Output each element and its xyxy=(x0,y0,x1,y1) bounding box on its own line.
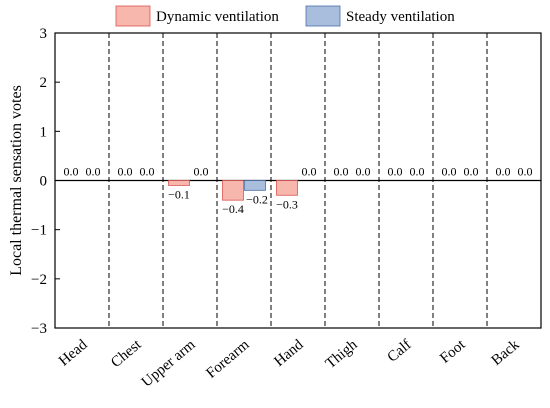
y-axis: 3 2 1 0 −1 −2 −3 xyxy=(31,26,60,337)
data-label: 0.0 xyxy=(334,165,349,179)
x-tick-label: Forearm xyxy=(203,337,252,382)
x-tick-label: Back xyxy=(489,336,523,368)
x-tick-label: Upper arm xyxy=(139,337,199,391)
y-tick-label: 2 xyxy=(40,75,48,91)
data-label: 0.0 xyxy=(86,165,101,179)
data-label: −0.2 xyxy=(246,192,268,206)
legend: Dynamic ventilation Steady ventilation xyxy=(115,5,455,27)
legend-swatch-dynamic xyxy=(115,5,151,27)
bar-dynamic xyxy=(168,180,190,186)
data-label: 0.0 xyxy=(496,165,511,179)
data-label: 0.0 xyxy=(118,165,133,179)
data-label: 0.0 xyxy=(64,165,79,179)
y-tick-label: 0 xyxy=(40,174,48,190)
data-label: −0.3 xyxy=(276,197,298,211)
y-tick-label: 1 xyxy=(40,124,48,140)
y-axis-label: Local thermal sensation votes xyxy=(8,85,25,276)
data-label: 0.0 xyxy=(194,165,209,179)
bar-dynamic xyxy=(222,180,244,201)
y-tick-label: 3 xyxy=(40,26,48,42)
data-label: 0.0 xyxy=(140,165,155,179)
legend-label: Steady ventilation xyxy=(346,9,455,25)
data-label: 0.0 xyxy=(518,165,533,179)
data-label: 0.0 xyxy=(464,165,479,179)
data-label: 0.0 xyxy=(356,165,371,179)
y-tick-label: −1 xyxy=(31,223,47,239)
x-tick-label: Chest xyxy=(108,336,145,371)
bar-steady xyxy=(244,180,266,191)
data-label: −0.1 xyxy=(168,187,190,201)
y-tick-label: −3 xyxy=(31,321,47,337)
data-label: 0.0 xyxy=(442,165,457,179)
data-label: 0.0 xyxy=(410,165,425,179)
x-tick-label: Calf xyxy=(385,337,415,366)
x-tick-label: Hand xyxy=(271,336,307,369)
data-label: 0.0 xyxy=(302,165,317,179)
x-tick-label: Thigh xyxy=(323,336,361,372)
x-tick-label: Foot xyxy=(437,336,469,366)
bar-dynamic xyxy=(276,180,298,196)
x-tick-label: Head xyxy=(56,336,91,369)
legend-label: Dynamic ventilation xyxy=(156,9,279,25)
data-label: −0.4 xyxy=(222,202,244,216)
plot-area: 0.0 0.0 −0.1 −0.4 −0.3 0.0 0.0 0.0 0.0 0.0 0.0 0.0 −… xyxy=(54,32,542,329)
y-tick-label: −2 xyxy=(31,272,47,288)
legend-swatch-steady xyxy=(305,5,341,27)
data-label: 0.0 xyxy=(388,165,403,179)
